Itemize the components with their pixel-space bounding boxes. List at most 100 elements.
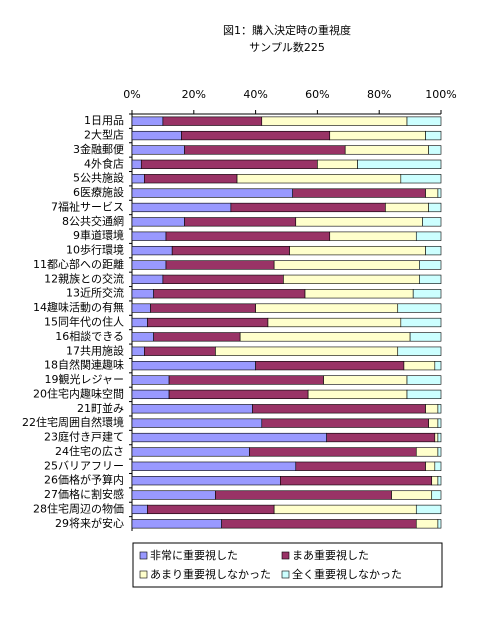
y-tick-label: 6医療施設 (73, 185, 124, 199)
bar-segment (153, 332, 241, 342)
x-tick-label: 80% (367, 88, 391, 101)
bar-segment (326, 432, 436, 443)
y-tick-label: 1日用品 (84, 114, 124, 127)
y-tick-label: 16相談できる (55, 329, 124, 343)
legend-box (132, 542, 443, 588)
bar-segment (425, 188, 439, 198)
bar-segment (131, 317, 148, 328)
bar-segment (428, 418, 439, 428)
y-tick-label: 27価格に割安感 (44, 487, 124, 501)
bar-segment (261, 418, 429, 428)
bar-segment (400, 174, 442, 184)
bar-segment (147, 317, 269, 328)
bar-segment (131, 461, 297, 471)
bar-segment (391, 490, 433, 500)
bar-segment (437, 519, 442, 529)
legend-swatch (281, 551, 290, 560)
bar-segment (144, 346, 216, 356)
y-tick-label: 29将来が安心 (55, 516, 124, 530)
bar-segment (304, 289, 414, 299)
x-tick-label: 100% (425, 88, 456, 101)
bar-segment (280, 476, 433, 486)
bar-segment (425, 130, 442, 141)
bar-segment (162, 274, 284, 284)
bar-segment (323, 375, 408, 385)
bar-segment (131, 188, 293, 198)
y-tick-label: 26価格が予算内 (44, 473, 124, 487)
y-tick-label: 21町並み (77, 401, 124, 415)
bar-segment (131, 404, 253, 414)
y-tick-label: 14趣味活動の有無 (33, 300, 124, 314)
bar-segment (131, 332, 154, 342)
y-tick-label: 25バリアフリー (44, 459, 124, 472)
bar-segment (289, 245, 426, 256)
bar-segment (415, 519, 439, 529)
bar-segment (131, 504, 148, 515)
bar-segment (283, 274, 420, 284)
bar-segment (329, 231, 417, 241)
bar-segment (131, 274, 164, 284)
bar-segment (292, 188, 426, 198)
bar-segment (431, 490, 442, 500)
bar-segment (409, 332, 442, 342)
legend-swatch (281, 570, 290, 579)
legend-label: あまり重要視しなかった (150, 567, 271, 581)
y-tick-label: 23庭付き戸建て (44, 430, 124, 444)
bar-segment (236, 174, 402, 184)
bar-segment (255, 303, 399, 313)
bar-segment (131, 303, 151, 313)
bar-segment (162, 116, 263, 126)
legend-label: 非常に重要視した (150, 548, 238, 562)
bar-segment (144, 174, 238, 184)
y-tick-label: 8公共交通網 (62, 214, 124, 228)
bar-segment (295, 461, 426, 471)
y-tick-label: 2大型店 (84, 128, 124, 142)
bar-segment (131, 231, 167, 241)
bar-segment (273, 504, 417, 515)
bar-segment (437, 188, 442, 198)
bar-segment (184, 217, 297, 227)
bar-segment (406, 389, 442, 400)
bar-segment (397, 303, 442, 313)
bar-segment (131, 447, 250, 457)
bar-segment (131, 289, 154, 299)
bar-segment (419, 260, 442, 270)
bar-segment (434, 361, 442, 371)
bar-segment (422, 217, 442, 227)
bar-segment (215, 490, 392, 500)
bar-segment (168, 375, 324, 385)
bar-segment (406, 116, 442, 126)
y-tick-label: 4外食店 (84, 156, 124, 170)
bar-segment (131, 202, 232, 213)
bar-segment (437, 432, 442, 443)
y-tick-label: 10歩行環境 (66, 243, 124, 257)
bar-segment (131, 418, 263, 428)
bar-segment (131, 389, 170, 400)
bar-segment (131, 476, 281, 486)
bar-segment (406, 375, 442, 385)
y-tick-label: 28住宅周辺の物価 (33, 501, 124, 515)
bar-segment (131, 490, 216, 500)
bar-segment (131, 116, 164, 126)
y-tick-label: 20住宅内趣味空間 (33, 386, 124, 400)
bar-segment (434, 432, 439, 443)
legend-label: 全く重要視しなかった (292, 567, 402, 581)
bar-segment (425, 245, 442, 256)
bar-segment (307, 389, 408, 400)
bar-segment (150, 303, 256, 313)
bar-segment (344, 145, 429, 155)
x-tick-label: 40% (243, 88, 267, 101)
bar-segment (131, 145, 185, 155)
bar-segment (419, 274, 442, 284)
bar-segment (140, 159, 318, 169)
y-tick-label: 18自然関連趣味 (44, 358, 124, 372)
bar-segment (147, 504, 275, 515)
bar-segment (412, 289, 442, 299)
bar-segment (437, 447, 442, 457)
bar-segment (329, 130, 426, 141)
bar-segment (437, 476, 442, 486)
bar-segment (131, 432, 327, 443)
bar-segment (415, 504, 442, 515)
bar-segment (165, 260, 275, 270)
